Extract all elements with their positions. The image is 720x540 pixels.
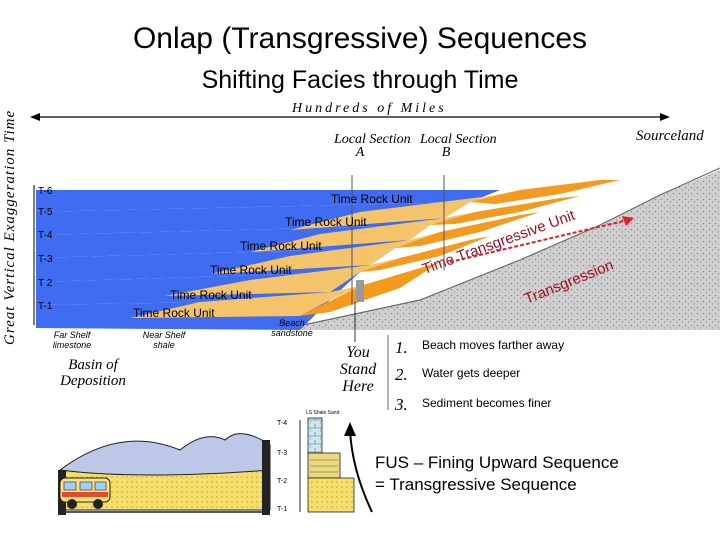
time-rock-unit-label: Time Rock Unit — [210, 263, 292, 277]
time-tick-t2: T 2 — [38, 278, 53, 289]
fus-caption: FUS – Fining Upward Sequence = Transgres… — [375, 452, 619, 496]
far-shelf-label: Far Shelf limestone — [52, 330, 92, 350]
point-3-text: Sediment becomes finer — [422, 396, 552, 410]
scale-label: Hundreds of Miles — [292, 101, 447, 116]
column-header: LS Shale Sand — [306, 410, 340, 416]
time-tick-t4: T-4 — [38, 230, 53, 241]
sand-band-4 — [430, 196, 580, 225]
section-b-label: Local Section B — [420, 132, 497, 160]
time-rock-unit-label: Time Rock Unit — [331, 192, 413, 206]
stratigraphic-column — [299, 417, 355, 513]
shale-band-4 — [250, 212, 475, 252]
section-a-label: Local Section A — [334, 132, 411, 160]
vertical-axis-label: Great Vertical Exaggeration Time — [2, 109, 18, 345]
slide-title: Onlap (Transgressive) Sequences — [132, 22, 588, 55]
fus-line-1: FUS – Fining Upward Sequence — [375, 453, 619, 472]
section-b-letter: B — [441, 145, 451, 160]
section-a-post — [356, 280, 364, 302]
time-tick-t3: T-3 — [38, 254, 53, 265]
column-tick-t1: T-1 — [277, 506, 288, 513]
time-rock-unit-label: Time Rock Unit — [170, 288, 252, 302]
section-b-name: Local Section — [420, 132, 497, 147]
time-tick-t1: T-1 — [38, 301, 53, 312]
stratum-t5-limestone — [36, 202, 470, 235]
sourceland-label: Sourceland — [636, 128, 704, 144]
hundreds-of-miles-arrow — [30, 113, 670, 121]
van-icon — [59, 477, 111, 509]
shale-band-1 — [130, 286, 360, 318]
sand-band-3 — [395, 212, 540, 248]
point-1-text: Beach moves farther away — [422, 338, 565, 352]
you-stand-here-label: You Stand Here — [339, 344, 377, 395]
point-1-number: 1. — [395, 338, 408, 357]
point-2-number: 2. — [395, 365, 408, 384]
shale-band-2 — [165, 258, 400, 296]
section-a-letter: A — [355, 145, 365, 160]
time-tick-t5: T-5 — [38, 207, 53, 218]
transgression-arrow-upper — [449, 216, 634, 263]
time-rock-unit-label: Time Rock Unit — [240, 239, 322, 253]
near-shelf-label: Near Shelf shale — [142, 330, 186, 350]
time-tick-t6: T-6 — [38, 186, 53, 197]
landscape-illustration — [58, 433, 271, 515]
beach-label: Beach sandstone — [271, 318, 313, 338]
shale-band-3 — [210, 232, 440, 274]
slide-subtitle: Shifting Facies through Time — [201, 66, 519, 94]
sand-band-2 — [360, 236, 490, 272]
section-a-name: Local Section — [334, 132, 411, 147]
fus-line-2: = Transgressive Sequence — [375, 475, 577, 494]
column-tick-t3: T-3 — [277, 450, 288, 457]
point-2-text: Water gets deeper — [422, 366, 521, 380]
column-tick-t4: T-4 — [277, 420, 288, 427]
point-3-number: 3. — [395, 395, 408, 414]
time-rock-unit-label: Time Rock Unit — [285, 215, 367, 229]
sand-band-5 — [470, 180, 620, 204]
column-tick-t2: T-2 — [277, 478, 288, 485]
time-rock-unit-label: Time Rock Unit — [133, 306, 215, 320]
fus-arrow — [344, 422, 373, 513]
basement-rock — [280, 170, 720, 330]
stratum-t6-limestone — [36, 190, 500, 212]
sand-band-1 — [300, 262, 440, 316]
shale-band-5 — [290, 190, 520, 230]
basin-label: Basin of Deposition — [60, 357, 126, 389]
